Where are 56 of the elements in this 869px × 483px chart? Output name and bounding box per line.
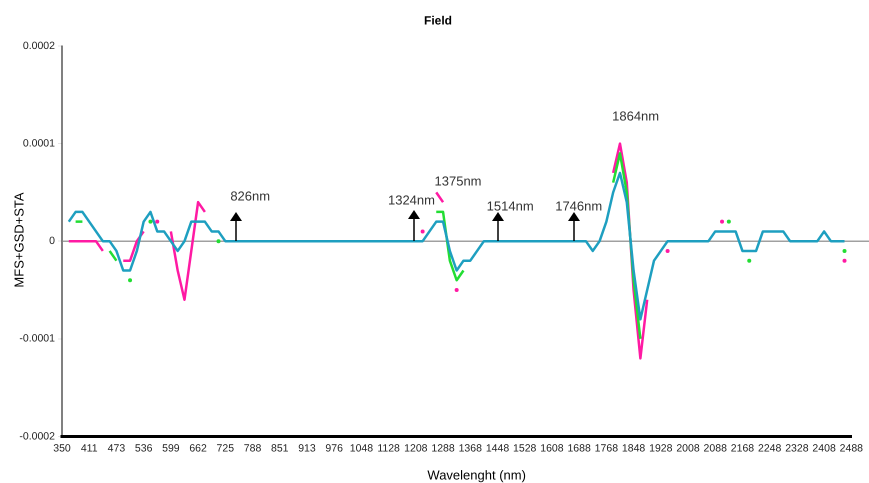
x-tick-label: 411: [80, 442, 98, 455]
x-tick-label: 2168: [730, 442, 754, 455]
x-tick-label: 1128: [377, 442, 400, 455]
x-tick-label: 2408: [812, 442, 836, 455]
point: [842, 248, 847, 253]
y-tick-label: 0: [49, 235, 56, 248]
point: [155, 220, 160, 224]
x-tick-label: 913: [298, 442, 316, 455]
annotation: 1375nm: [434, 174, 482, 189]
x-tick-label: 976: [325, 442, 344, 455]
x-tick-label: 1288: [431, 442, 455, 455]
x-tick-label: 2088: [704, 442, 728, 455]
y-tick-label: 0.0002: [22, 40, 56, 52]
y-tick-label: 0.0001: [22, 137, 56, 150]
chart-title: Field: [424, 13, 452, 28]
x-tick-label: 788: [244, 442, 262, 455]
point: [747, 258, 752, 263]
annotation: 1514nm: [486, 198, 534, 214]
x-tick-label: 473: [108, 442, 126, 455]
annotation: 1324nm: [388, 192, 435, 208]
x-tick-label: 2008: [676, 442, 700, 455]
point: [666, 248, 670, 253]
y-axis-title: MFS+GSD+STA: [12, 192, 27, 288]
x-tick-label: 350: [53, 442, 71, 455]
x-tick-label: 1608: [540, 442, 564, 455]
x-tick-label: 1848: [622, 442, 646, 455]
point: [420, 229, 425, 234]
x-tick-label: 1208: [404, 442, 428, 455]
x-tick-label: 599: [162, 442, 180, 455]
point: [842, 258, 847, 263]
x-tick-label: 725: [216, 442, 234, 455]
x-axis-title: Wavelenght (nm): [427, 468, 526, 483]
annotation: 1746nm: [555, 198, 602, 214]
x-tick-label: 1368: [458, 442, 482, 455]
x-tick-label: 2248: [758, 442, 782, 455]
x-tick-label: 662: [189, 442, 208, 455]
y-tick-label: -0.0001: [19, 332, 56, 345]
point: [454, 288, 459, 292]
annotation: 1864nm: [612, 108, 660, 124]
point: [726, 220, 731, 224]
x-tick-label: 1048: [350, 442, 374, 455]
point: [216, 239, 221, 244]
x-tick-label: 851: [270, 442, 289, 455]
annotation: 826nm: [230, 188, 270, 204]
point: [128, 278, 132, 282]
x-tick-label: 1928: [649, 442, 673, 455]
y-tick-label: -0.0002: [19, 430, 56, 442]
x-tick-label: 536: [134, 442, 153, 455]
x-tick-label: 1688: [567, 442, 591, 455]
x-tick-label: 1528: [513, 442, 537, 455]
x-tick-label: 1448: [486, 442, 510, 455]
point: [720, 220, 724, 224]
point: [148, 220, 152, 224]
x-tick-label: 2328: [785, 442, 809, 455]
x-tick-label: 1768: [594, 442, 618, 455]
x-tick-label: 2488: [840, 442, 864, 455]
